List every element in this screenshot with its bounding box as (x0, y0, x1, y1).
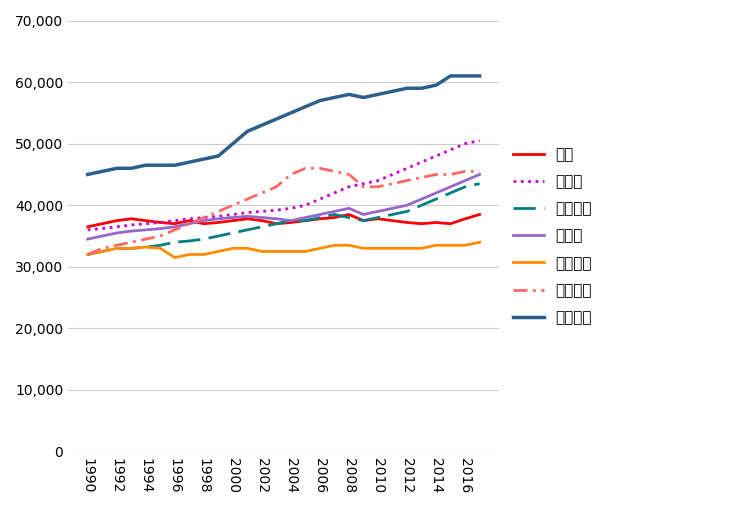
Legend: 日本, カナダ, フランス, ドイツ, イタリア, イギリス, アメリカ: 日本, カナダ, フランス, ドイツ, イタリア, イギリス, アメリカ (507, 141, 598, 331)
